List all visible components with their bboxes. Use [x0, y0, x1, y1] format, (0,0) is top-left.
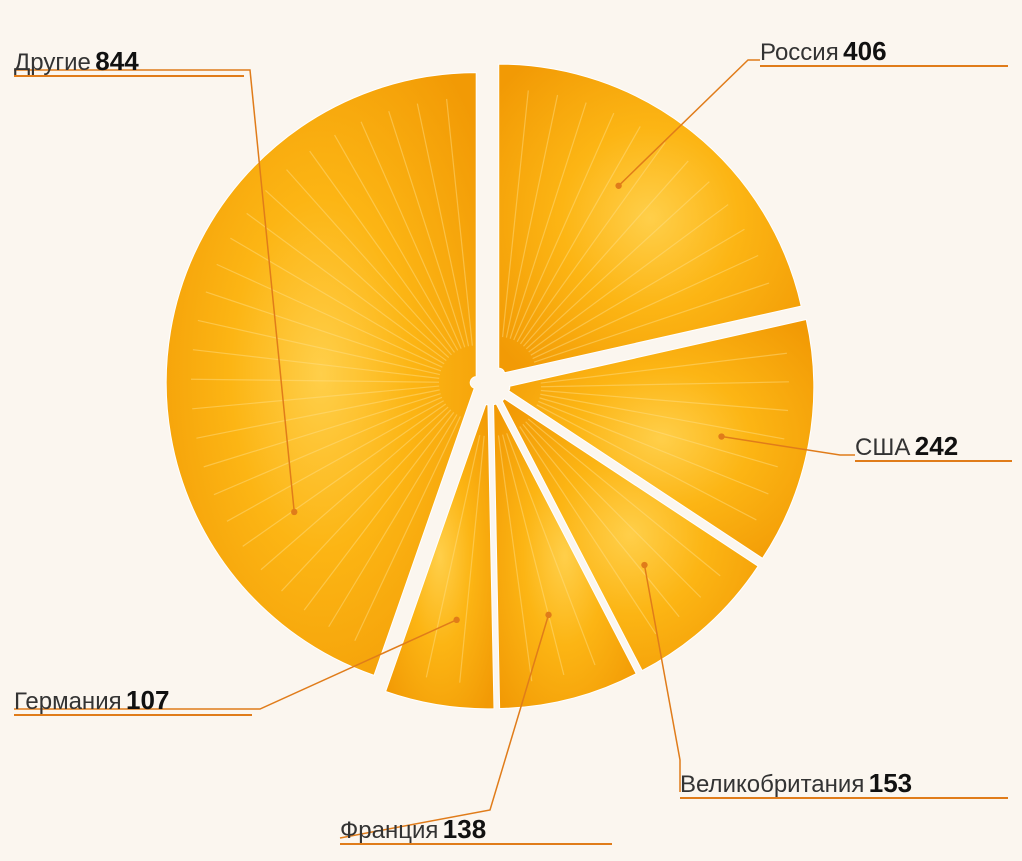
- slice-label: Великобритания 153: [680, 768, 912, 798]
- slice-label-name: Франция: [340, 817, 438, 844]
- slice-label-value: 406: [843, 36, 886, 66]
- slice-label: Другие 844: [14, 46, 139, 76]
- slice-label-value: 107: [126, 685, 169, 715]
- slice-label-name: США: [855, 434, 910, 461]
- slice-label-value: 844: [95, 46, 139, 76]
- slice-label-name: Россия: [760, 39, 839, 66]
- slice-label-value: 138: [443, 814, 486, 844]
- slice-label-name: Другие: [14, 49, 91, 76]
- slice-label-name: Великобритания: [680, 771, 864, 798]
- slice-label: Россия 406: [760, 36, 887, 66]
- slice-label: США 242: [855, 431, 958, 461]
- slice-label: Германия 107: [14, 685, 169, 715]
- slice-label-value: 153: [869, 768, 912, 798]
- pie-slice: [499, 64, 801, 373]
- pie-chart: Россия 406 США 242 Великобритания 153 Франц…: [0, 0, 1022, 861]
- slice-label: Франция 138: [340, 814, 486, 844]
- slice-label-name: Германия: [14, 688, 122, 715]
- slice-label-value: 242: [915, 431, 958, 461]
